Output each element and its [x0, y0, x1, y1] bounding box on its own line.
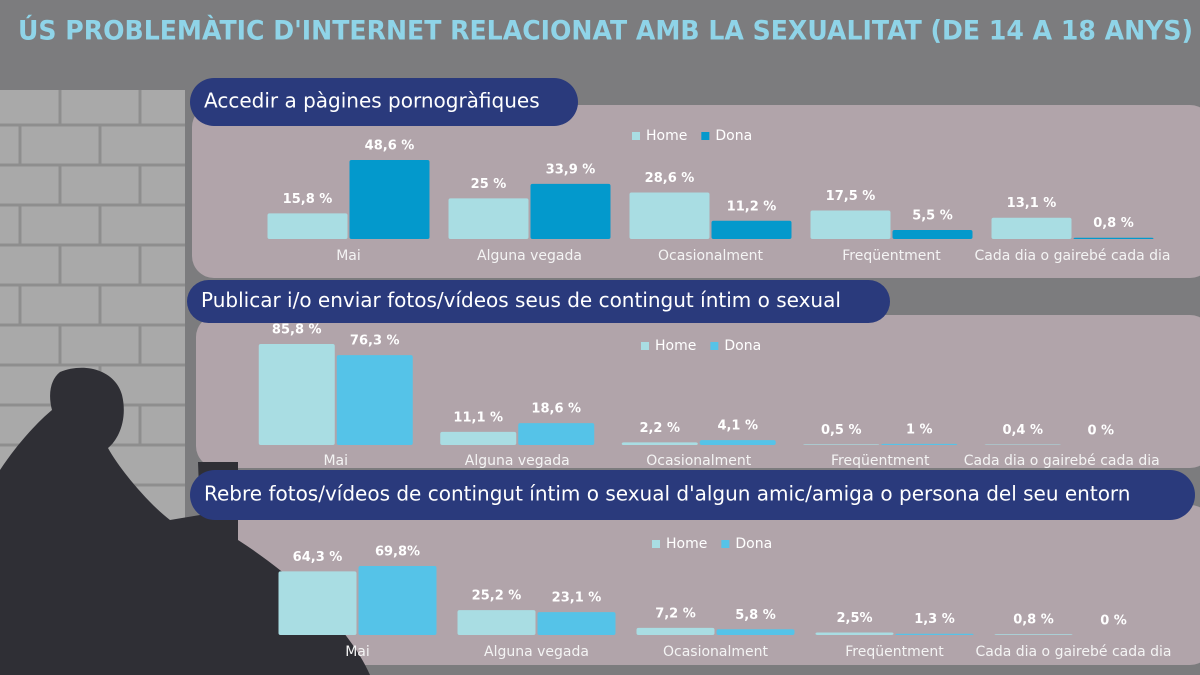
bar	[895, 633, 974, 635]
legend-swatch	[652, 540, 660, 548]
category-label: Mai	[336, 248, 361, 264]
value-label: 7,2 %	[655, 606, 696, 621]
value-label: 18,6 %	[531, 402, 581, 417]
value-label: 13,1 %	[1007, 196, 1057, 211]
bar	[699, 440, 776, 445]
value-label: 25,2 %	[472, 589, 522, 604]
bar	[448, 198, 529, 239]
value-label: 5,8 %	[735, 608, 776, 623]
chart-title: Accedir a pàgines pornogràfiques	[204, 89, 540, 113]
legend-label: Home	[646, 128, 687, 144]
bar	[994, 634, 1073, 635]
value-label: 15,8 %	[283, 192, 333, 207]
title-pill	[190, 78, 578, 126]
category-label: Freqüentment	[842, 248, 941, 264]
chart-title: Rebre fotos/vídeos de contingut íntim o …	[204, 482, 1130, 506]
category-label: Ocasionalment	[646, 453, 752, 469]
bar	[881, 443, 958, 445]
bar	[621, 442, 698, 445]
bar	[1073, 237, 1154, 239]
value-label: 0,5 %	[821, 423, 862, 438]
value-label: 33,9 %	[546, 162, 596, 177]
silhouette	[0, 367, 370, 675]
category-label: Freqüentment	[845, 644, 944, 660]
bar	[815, 632, 894, 635]
value-label: 11,1 %	[453, 410, 503, 425]
value-label: 0 %	[1100, 614, 1127, 629]
category-label: Cada dia o gairebé cada dia	[964, 453, 1160, 469]
value-label: 2,2 %	[639, 421, 680, 436]
bar	[629, 192, 710, 239]
value-label: 17,5 %	[826, 189, 876, 204]
category-label: Alguna vegada	[477, 248, 582, 264]
value-label: 28,6 %	[645, 171, 695, 186]
charts: Accedir a pàgines pornogràfiques Home Dona…	[187, 78, 1195, 660]
value-label: 0 %	[1087, 424, 1114, 439]
category-label: Mai	[345, 644, 370, 660]
value-label: 1 %	[906, 422, 933, 437]
value-label: 76,3 %	[350, 334, 400, 349]
category-label: Mai	[323, 453, 348, 469]
bar	[518, 423, 595, 445]
legend-label: Dona	[724, 338, 761, 354]
bar	[803, 444, 880, 445]
category-label: Cada dia o gairebé cada dia	[974, 248, 1170, 264]
legend-swatch	[632, 132, 640, 140]
value-label: 0,4 %	[1002, 423, 1043, 438]
value-label: 0,8 %	[1093, 216, 1134, 231]
legend-label: Dona	[735, 536, 772, 552]
bar	[349, 160, 430, 239]
value-label: 23,1 %	[552, 591, 602, 606]
legend-swatch	[701, 132, 710, 140]
category-label: Ocasionalment	[658, 248, 764, 264]
bar	[440, 431, 517, 445]
bar	[636, 627, 715, 635]
bar	[530, 183, 611, 239]
value-label: 25 %	[471, 177, 507, 192]
bar	[810, 210, 891, 239]
legend-swatch	[710, 342, 719, 350]
category-label: Alguna vegada	[465, 453, 570, 469]
category-label: Freqüentment	[831, 453, 930, 469]
value-label: 4,1 %	[717, 419, 758, 434]
chart-title: Publicar i/o enviar fotos/vídeos seus de…	[201, 288, 841, 312]
value-label: 85,8 %	[272, 323, 322, 338]
bar	[358, 566, 437, 635]
bar	[716, 629, 795, 635]
value-label: 2,5%	[836, 611, 872, 626]
legend-label: Home	[655, 338, 696, 354]
bar	[892, 230, 973, 239]
bar	[537, 612, 616, 635]
value-label: 0,8 %	[1013, 613, 1054, 628]
value-label: 48,6 %	[365, 139, 415, 154]
bar	[278, 571, 357, 635]
legend-swatch	[721, 540, 730, 548]
legend-label: Dona	[715, 128, 752, 144]
bar	[336, 355, 413, 445]
value-label: 64,3 %	[293, 550, 343, 565]
bar	[267, 213, 348, 239]
bar	[258, 344, 335, 445]
title-pill	[190, 470, 1195, 520]
bar	[457, 610, 536, 635]
category-label: Cada dia o gairebé cada dia	[975, 644, 1171, 660]
bar	[711, 220, 792, 239]
value-label: 1,3 %	[914, 612, 955, 627]
category-label: Alguna vegada	[484, 644, 589, 660]
value-label: 5,5 %	[912, 209, 953, 224]
title-pill	[187, 280, 890, 323]
main-title: ÚS PROBLEMÀTIC D'INTERNET RELACIONAT AMB…	[18, 15, 1193, 47]
value-label: 69,8%	[375, 545, 420, 560]
bar	[991, 217, 1072, 239]
category-label: Ocasionalment	[663, 644, 769, 660]
legend-label: Home	[666, 536, 707, 552]
value-label: 11,2 %	[727, 199, 777, 214]
legend-swatch	[641, 342, 649, 350]
